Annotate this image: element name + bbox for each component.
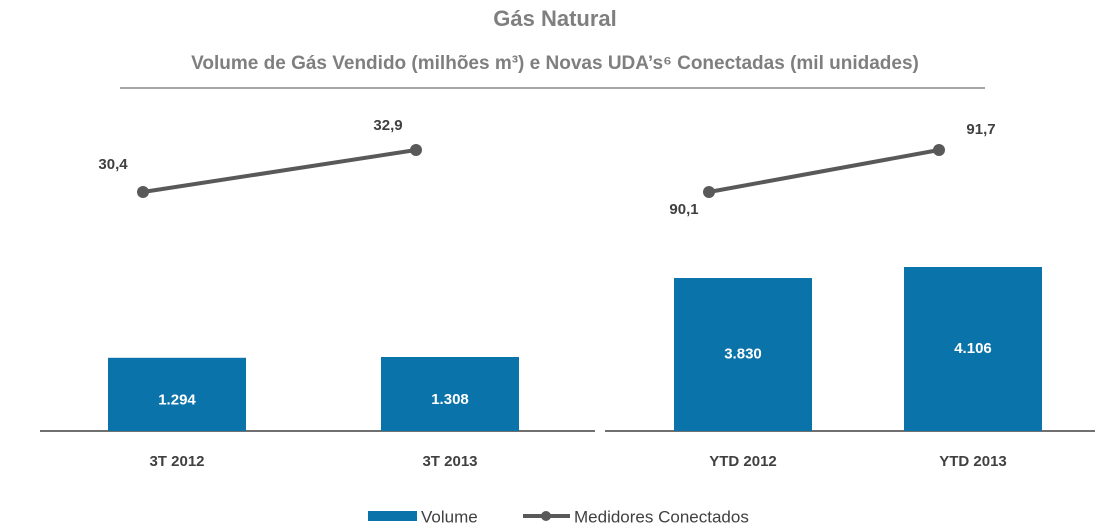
- line-marker: [933, 144, 945, 156]
- line: [708, 148, 940, 194]
- bar: [674, 278, 812, 431]
- line-marker: [137, 186, 149, 198]
- line-marker: [410, 144, 422, 156]
- x-tick-label: 3T 2013: [422, 453, 477, 470]
- line-value-label: 30,4: [98, 156, 128, 173]
- legend-swatch: [368, 511, 417, 521]
- line-value-label: 32,9: [373, 117, 402, 134]
- legend-marker: [541, 511, 551, 521]
- legend-label: Medidores Conectados: [574, 507, 749, 526]
- bar: [108, 357, 246, 431]
- line-value-label: 91,7: [966, 121, 995, 138]
- chart-subtitle: Volume de Gás Vendido (milhões m³) e Nov…: [191, 53, 919, 74]
- line-value-label: 90,1: [669, 201, 698, 218]
- x-tick-label: YTD 2012: [709, 453, 777, 470]
- chart-title: Gás Natural: [493, 6, 617, 31]
- x-tick-label: 3T 2012: [149, 453, 204, 470]
- line: [142, 148, 417, 194]
- bar-value-label: 1.294: [158, 391, 196, 408]
- bar: [381, 357, 519, 431]
- bar: [904, 267, 1042, 431]
- line-marker: [703, 186, 715, 198]
- bar-value-label: 4.106: [954, 340, 992, 357]
- bar-value-label: 1.308: [431, 391, 469, 408]
- bar-value-label: 3.830: [724, 345, 762, 362]
- x-tick-label: YTD 2013: [939, 453, 1007, 470]
- legend-label: Volume: [421, 507, 478, 526]
